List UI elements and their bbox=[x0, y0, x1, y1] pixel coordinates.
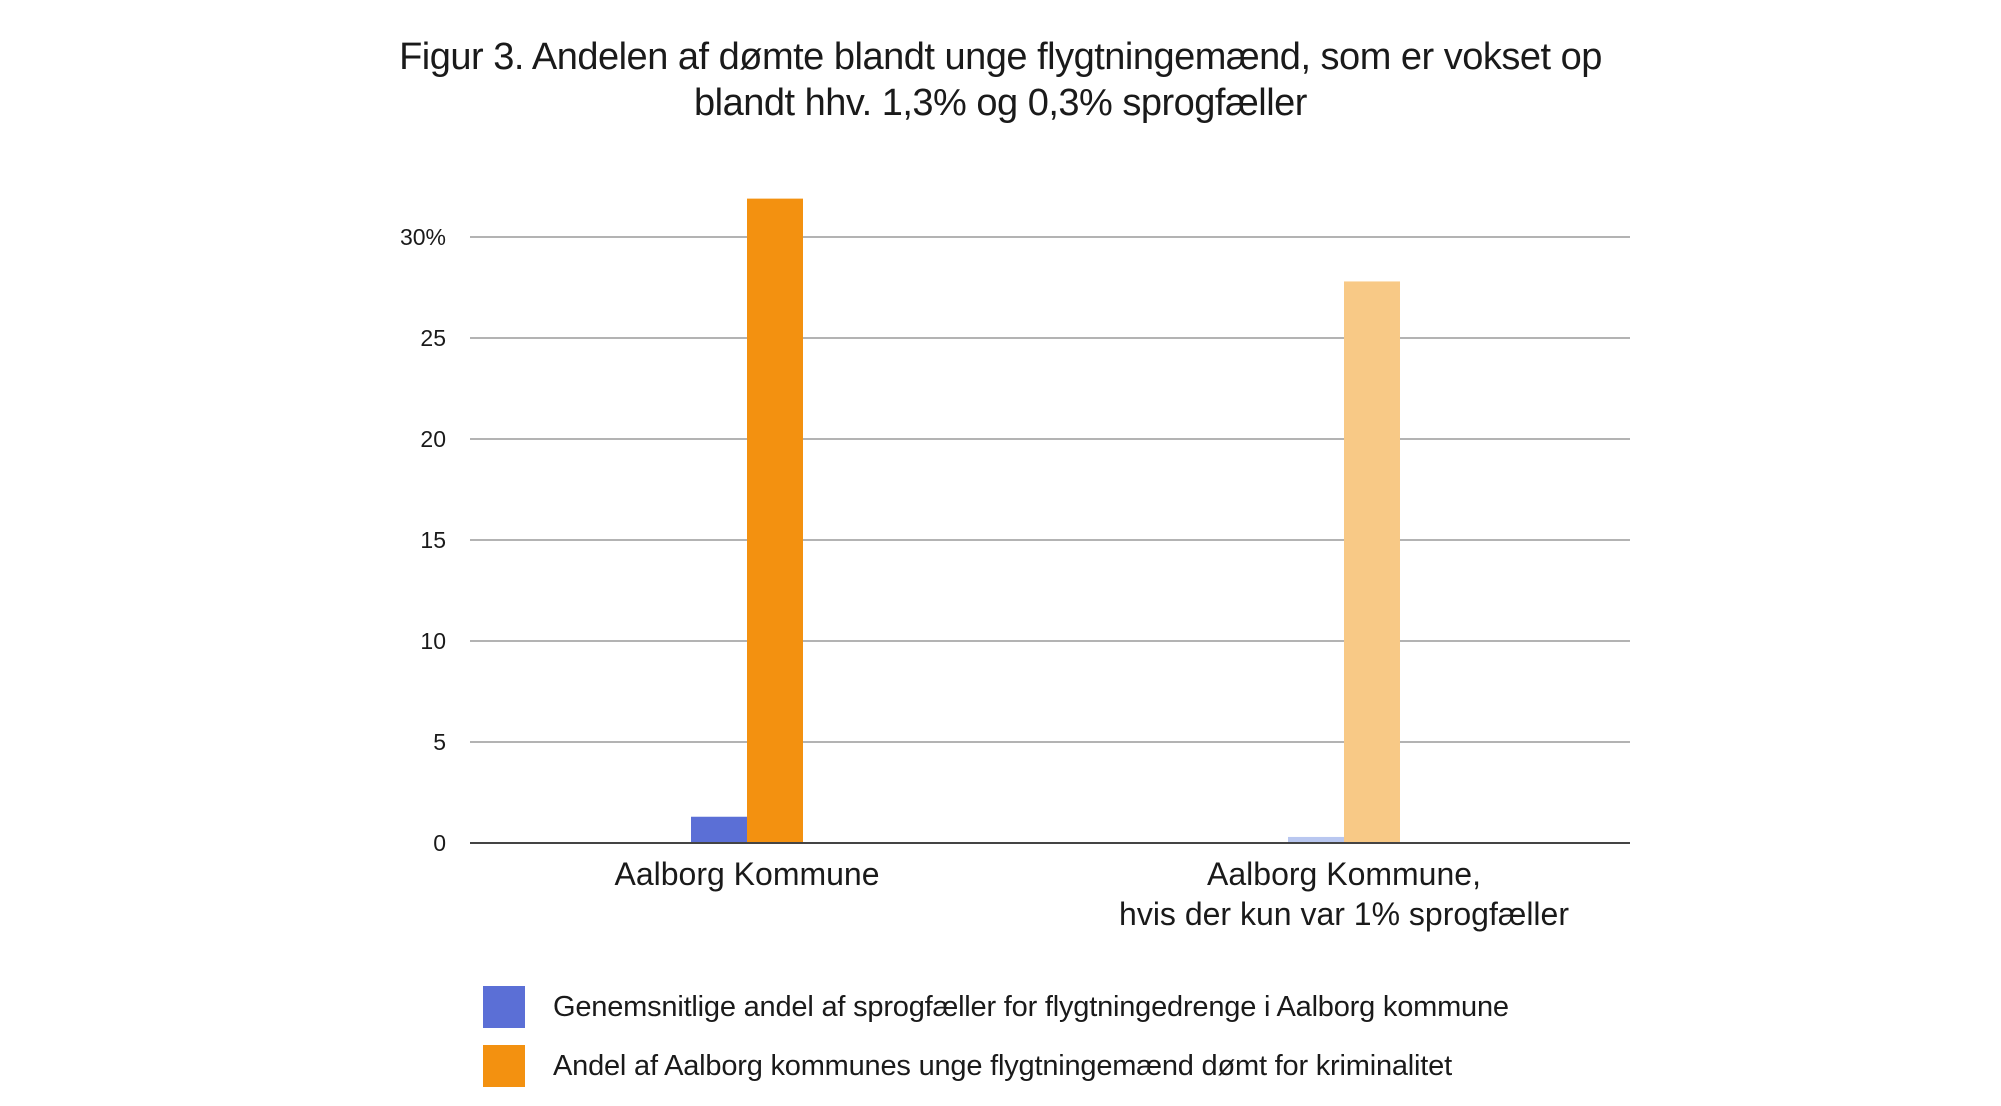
category-label: Aalborg Kommune, bbox=[1207, 856, 1481, 892]
category-label: hvis der kun var 1% sprogfæller bbox=[1119, 896, 1569, 932]
chart-title-line-1: Figur 3. Andelen af dømte blandt unge fl… bbox=[399, 36, 1602, 78]
legend-item-share-language-peers: Genemsnitlige andel af sprogfæller for f… bbox=[483, 985, 1509, 1029]
legend-label: Genemsnitlige andel af sprogfæller for f… bbox=[553, 990, 1509, 1023]
legend-swatch-blue bbox=[483, 986, 525, 1028]
bar-series-2-category-1 bbox=[747, 198, 803, 843]
y-tick-label: 5 bbox=[433, 729, 446, 755]
category-labels: Aalborg Kommune Aalborg Kommune, hvis der … bbox=[614, 856, 1569, 932]
bars bbox=[691, 198, 1400, 843]
y-tick-labels: 0 5 10 15 20 25 30% bbox=[400, 224, 446, 856]
legend-swatch-orange bbox=[483, 1045, 525, 1087]
y-tick-label: 30% bbox=[400, 224, 446, 250]
y-tick-label: 25 bbox=[420, 325, 446, 351]
y-tick-label: 20 bbox=[420, 426, 446, 452]
bar-series-1-category-2 bbox=[1288, 836, 1344, 843]
y-tick-label: 15 bbox=[420, 527, 446, 553]
legend-label: Andel af Aalborg kommunes unge flygtning… bbox=[553, 1049, 1452, 1082]
category-label: Aalborg Kommune bbox=[614, 856, 879, 892]
legend-item-convicted-share: Andel af Aalborg kommunes unge flygtning… bbox=[483, 1044, 1509, 1088]
legend: Genemsnitlige andel af sprogfæller for f… bbox=[483, 985, 1509, 1103]
bar-series-2-category-2 bbox=[1344, 281, 1400, 843]
chart-title: Figur 3. Andelen af dømte blandt unge fl… bbox=[0, 34, 2001, 126]
y-tick-label: 10 bbox=[420, 628, 446, 654]
chart-title-line-2: blandt hhv. 1,3% og 0,3% sprogfæller bbox=[694, 82, 1307, 124]
y-tick-label: 0 bbox=[433, 830, 446, 856]
bar-series-1-category-1 bbox=[691, 816, 747, 843]
grid-lines bbox=[470, 236, 1630, 743]
